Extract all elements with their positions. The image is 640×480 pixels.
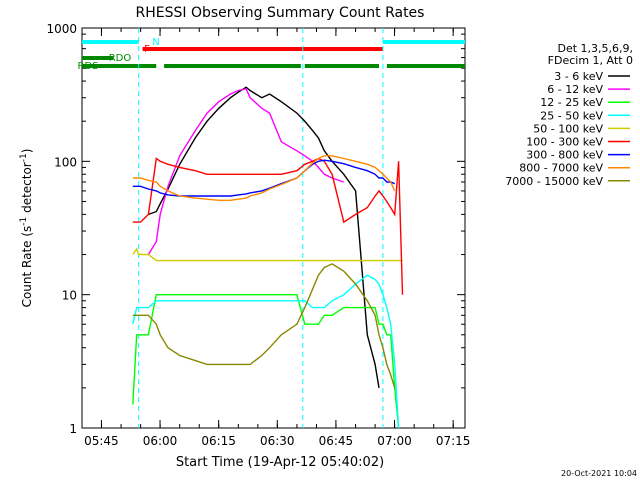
x-tick-label: 07:15 [436, 434, 471, 448]
series-line-2 [132, 294, 400, 429]
legend-label: 50 - 100 keV [533, 122, 603, 135]
series-line-6 [132, 159, 395, 197]
legend-header-line-2: FDecim 1, Att 0 [548, 54, 633, 67]
flag-label: N [152, 37, 159, 48]
legend-label: 300 - 800 keV [526, 149, 603, 162]
flag-label: RDS [78, 61, 99, 72]
footer-timestamp: 20-Oct-2021 10:04 [561, 469, 637, 478]
series-line-8 [132, 263, 396, 389]
y-tick-label: 1 [69, 422, 77, 436]
y-tick-label: 10 [62, 289, 77, 303]
svg-text:Count Rate (s-1 detector-1): Count Rate (s-1 detector-1) [19, 149, 34, 308]
y-tick-label: 100 [54, 155, 77, 169]
x-tick-label: 06:45 [319, 434, 354, 448]
series-line-3 [132, 274, 400, 429]
flag-label: RDO [109, 53, 132, 64]
legend-label: 25 - 50 keV [540, 109, 603, 122]
plot-frame [81, 27, 466, 429]
legend-label: 100 - 300 keV [526, 136, 603, 149]
x-tick-label: 06:30 [260, 434, 295, 448]
flag-label: F [144, 44, 150, 55]
x-tick-label: 07:00 [377, 434, 412, 448]
series-line-7 [132, 155, 396, 201]
x-tick-label: 06:00 [143, 434, 178, 448]
x-tick-label: 05:45 [84, 434, 119, 448]
legend-label: 7000 - 15000 keV [505, 175, 603, 188]
x-axis-label: Start Time (19-Apr-12 05:40:02) [176, 455, 384, 470]
legend-header-line-1: Det 1,3,5,6,9, [557, 42, 633, 55]
x-tick-label: 06:15 [201, 434, 236, 448]
legend-label: 3 - 6 keV [554, 70, 603, 83]
series-line-5 [132, 157, 404, 295]
series-line-0 [148, 86, 380, 389]
series-line-1 [147, 87, 345, 255]
series-line-4 [132, 247, 403, 262]
y-tick-label: 1000 [46, 22, 77, 36]
legend-label: 12 - 25 keV [540, 96, 603, 109]
legend-label: 6 - 12 keV [547, 83, 603, 96]
y-axis-label: Count Rate (s-1 detector-1) [19, 149, 34, 308]
legend-label: 800 - 7000 keV [519, 162, 603, 175]
chart-title: RHESSI Observing Summary Count Rates [136, 5, 425, 21]
